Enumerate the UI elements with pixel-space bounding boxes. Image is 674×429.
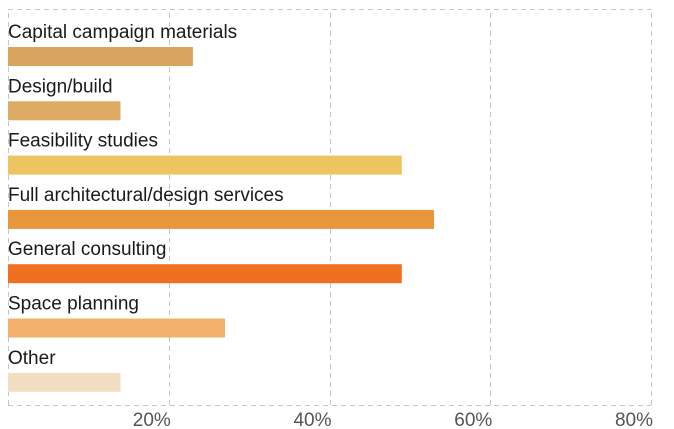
x-tick-label: 20%: [133, 410, 171, 429]
category-label: Other: [8, 348, 56, 369]
category-label: Capital campaign materials: [8, 22, 237, 43]
bar: [8, 209, 434, 229]
x-tick-label: 40%: [293, 410, 331, 429]
category-label: Space planning: [8, 294, 139, 315]
x-tick-label: 80%: [615, 410, 653, 429]
bars: [8, 47, 434, 392]
category-label: Full architectural/design services: [8, 185, 284, 206]
category-labels: Capital campaign materials Design/build Fe…: [8, 22, 284, 369]
bar: [8, 372, 121, 392]
bar: [8, 47, 193, 66]
x-axis-ticks: 20% 40% 60% 80%: [133, 410, 653, 429]
category-label: General consulting: [8, 239, 166, 260]
category-label: Design/build: [8, 76, 113, 97]
category-label: Feasibility studies: [8, 131, 158, 152]
bar: [8, 318, 225, 338]
bar: [8, 155, 402, 175]
bar: [8, 101, 121, 121]
bar: [8, 264, 402, 284]
gridlines: [8, 9, 652, 406]
x-tick-label: 60%: [454, 410, 492, 429]
